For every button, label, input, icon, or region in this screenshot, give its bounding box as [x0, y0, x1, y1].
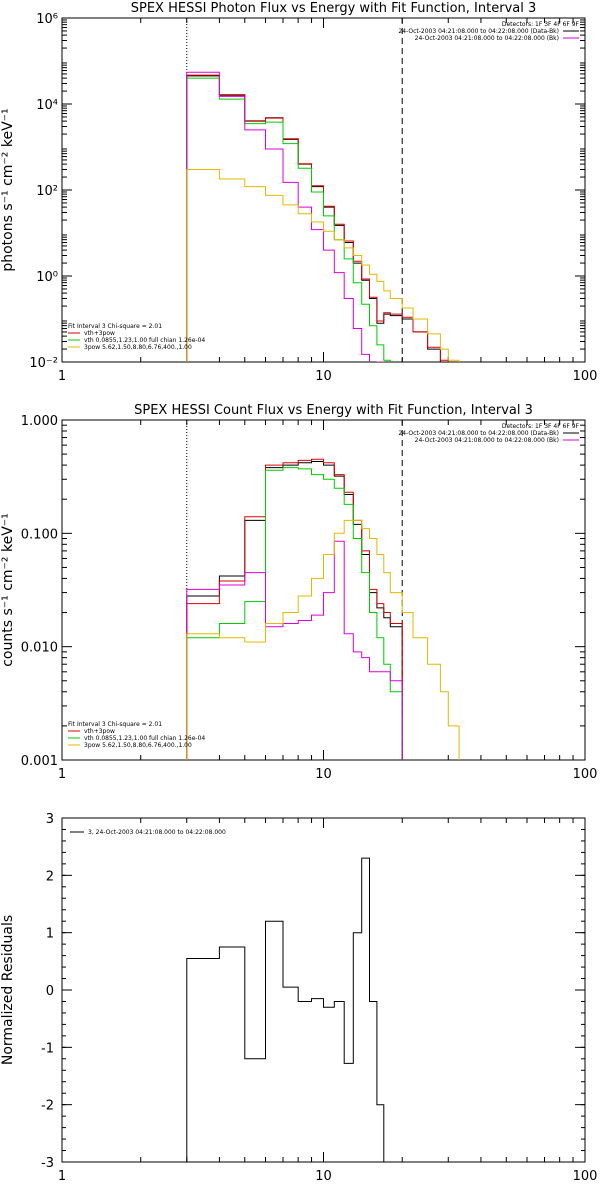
series-line-2: [186, 74, 460, 362]
chart-panel-1: SPEX HESSI Photon Flux vs Energy with Fi…: [0, 1, 597, 384]
series-group: [186, 857, 403, 1162]
series-line-4: [186, 71, 403, 362]
y-tick-label: 3: [46, 812, 54, 827]
legend-left-entry: vth+3pow: [84, 728, 115, 735]
y-tick-label: 0.100: [21, 527, 58, 542]
y-tick-label: 0.001: [21, 754, 58, 769]
y-tick-label: 0: [46, 984, 54, 999]
y-tick-label: 10⁴: [36, 98, 58, 113]
x-tick-label: 10: [315, 1169, 332, 1184]
legend-left-entry: Fit Interval 3 Chi-square = 2.01: [68, 721, 162, 728]
series-line-1: [186, 75, 460, 362]
chart-panel-3: 1 10 100 -3 -2 -1 0 1 2 3 Normalized Residuals 3, 2…: [0, 812, 597, 1184]
legend-left-entry: vth+3pow: [84, 330, 115, 337]
legend-right-entry: 24-Oct-2003 04:21:08.000 to 04:22:08.000…: [398, 28, 559, 35]
chart-title: SPEX HESSI Photon Flux vs Energy with Fi…: [131, 1, 537, 16]
y-tick-label: -3: [41, 1156, 54, 1171]
y-tick-label: 10⁰: [36, 270, 58, 285]
y-axis-label: Normalized Residuals: [0, 915, 16, 1065]
legend-left-entry: 3pow 5.62,1.50,8.80,6.76,400.,1.00: [84, 344, 192, 351]
x-tick-label: 100: [573, 369, 598, 384]
legend-right-entry: Detectors: 1F 3F 4F 6F 9F: [502, 21, 580, 28]
y-tick-label: 10²: [36, 184, 58, 199]
x-tick-label: 10: [315, 369, 332, 384]
y-tick-label: -1: [41, 1041, 54, 1056]
plot-frame: [61, 817, 586, 1163]
series-line-2: [186, 458, 403, 760]
x-tick-label: 1: [58, 1169, 66, 1184]
series-line-5: [186, 519, 460, 760]
series-group: [186, 458, 460, 760]
legend-left-entry: vth 0.0855,1.23,1.00 full chian 1.26e-04: [84, 735, 205, 742]
legend-right-entry: 24-Oct-2003 04:21:08.000 to 04:22:08.000…: [415, 437, 559, 444]
y-tick-label: -2: [41, 1099, 54, 1114]
y-tick-label: 1: [46, 927, 54, 942]
series-line-3: [186, 77, 403, 362]
chart-panel-2: SPEX HESSI Count Flux vs Energy with Fit…: [0, 403, 597, 782]
y-tick-label: 1.000: [21, 414, 58, 429]
series-line-1: [186, 857, 403, 1162]
y-tick-label: 10⁻²: [29, 356, 58, 371]
legend-left-entry: 3, 24-Oct-2003 04:21:08.000 to 04:22:08.…: [88, 829, 226, 836]
plot-frame: [61, 419, 586, 761]
y-axis-label: counts s⁻¹ cm⁻² keV⁻¹: [0, 513, 16, 667]
chart-title: SPEX HESSI Count Flux vs Energy with Fit…: [134, 403, 533, 418]
x-tick-label: 1: [58, 767, 66, 782]
x-tick-label: 100: [573, 767, 598, 782]
legend-right-entry: 24-Oct-2003 04:21:08.000 to 04:22:08.000…: [398, 430, 559, 437]
legend-left-entry: 3pow 5.62,1.50,8.80,6.76,400.,1.00: [84, 742, 192, 749]
y-tick-label: 0.010: [21, 641, 58, 656]
legend-right-entry: 24-Oct-2003 04:21:08.000 to 04:22:08.000…: [415, 35, 559, 42]
legend-right-entry: Detectors: 1F 3F 4F 6F 9F: [502, 423, 580, 430]
legend-left-entry: vth 0.0855,1.23,1.00 full chian 1.26e-04: [84, 337, 205, 344]
y-axis-label: photons s⁻¹ cm⁻² keV⁻¹: [0, 108, 16, 271]
series-line-3: [186, 467, 403, 760]
series-line-5: [186, 169, 460, 362]
legend-left-entry: Fit Interval 3 Chi-square = 2.01: [68, 323, 162, 330]
x-tick-label: 100: [573, 1169, 598, 1184]
x-tick-label: 10: [315, 767, 332, 782]
series-group: [186, 71, 460, 362]
series-line-4: [186, 540, 403, 760]
x-tick-label: 1: [58, 369, 66, 384]
y-tick-label: 2: [46, 869, 54, 884]
y-tick-label: 10⁶: [36, 12, 58, 27]
